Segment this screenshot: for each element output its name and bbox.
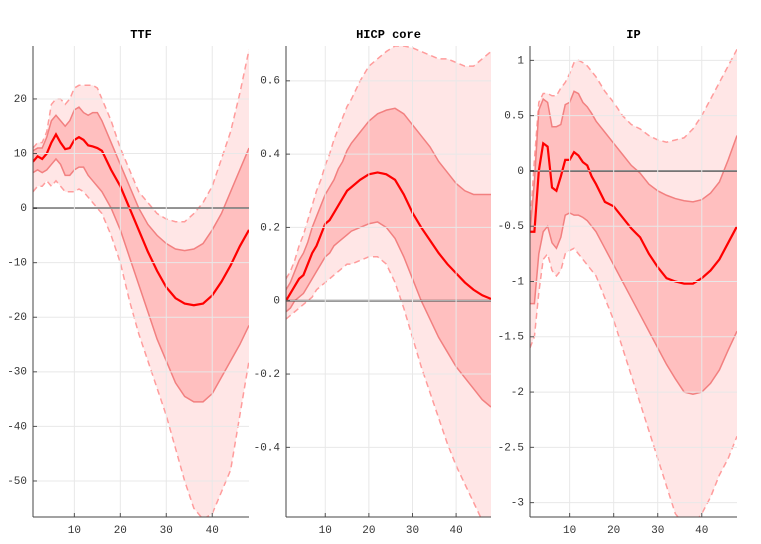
- band-lower: [286, 221, 491, 408]
- band-upper: [286, 107, 491, 291]
- y-tick-label: -0.4: [254, 442, 281, 454]
- x-tick-label: 30: [406, 525, 419, 537]
- band-area: [286, 108, 491, 408]
- panel: [33, 49, 249, 517]
- chart-title: HICP core: [356, 28, 421, 42]
- y-tick-label: 0.6: [260, 76, 280, 88]
- x-tick-label: 20: [607, 525, 620, 537]
- y-tick-label: -20: [7, 312, 27, 324]
- band-upper: [286, 46, 491, 280]
- y-tick-label: -0.5: [498, 221, 524, 233]
- median-line: [530, 141, 737, 285]
- y-tick-label: -1: [511, 276, 525, 288]
- y-tick-label: -3: [511, 498, 524, 510]
- y-tick-label: -2: [511, 387, 524, 399]
- panel: [530, 48, 737, 517]
- median-line: [286, 171, 491, 302]
- y-tick-label: 0.2: [260, 222, 280, 234]
- x-tick-label: 40: [695, 525, 708, 537]
- band-lower: [33, 179, 249, 517]
- panel: [286, 46, 491, 517]
- x-tick-label: 30: [160, 525, 173, 537]
- x-tick-label: 10: [563, 525, 576, 537]
- y-tick-label: 0: [517, 166, 524, 178]
- median-line: [33, 132, 249, 307]
- y-tick-label: -30: [7, 367, 27, 379]
- x-tick-label: 40: [450, 525, 463, 537]
- y-tick-label: -40: [7, 421, 27, 433]
- chart-title: IP: [626, 28, 640, 42]
- band-lower: [286, 256, 482, 517]
- band-upper: [33, 106, 249, 252]
- x-tick-label: 20: [114, 525, 127, 537]
- y-tick-label: -2.5: [498, 442, 524, 454]
- y-tick-label: 20: [14, 94, 27, 106]
- y-tick-label: 0.5: [504, 111, 524, 123]
- x-tick-label: 30: [651, 525, 664, 537]
- band-upper: [530, 48, 737, 227]
- y-tick-label: 0: [20, 203, 27, 215]
- band-area: [33, 107, 249, 402]
- band-upper: [530, 90, 737, 232]
- y-tick-label: -10: [7, 258, 27, 270]
- band-lower: [530, 212, 737, 396]
- y-tick-label: -0.2: [254, 369, 280, 381]
- x-tick-label: 10: [319, 525, 332, 537]
- band-area: [530, 91, 737, 395]
- y-tick-label: -50: [7, 476, 27, 488]
- y-tick-label: -1.5: [498, 332, 524, 344]
- y-tick-label: 0.4: [260, 149, 280, 161]
- x-tick-label: 40: [206, 525, 219, 537]
- x-tick-label: 20: [362, 525, 375, 537]
- y-tick-label: 10: [14, 148, 27, 160]
- x-tick-label: 10: [68, 525, 81, 537]
- y-tick-label: 0: [273, 296, 280, 308]
- y-tick-label: 1: [517, 55, 524, 67]
- band-lower: [530, 247, 737, 517]
- band-lower: [33, 157, 249, 403]
- chart-title: TTF: [130, 28, 152, 42]
